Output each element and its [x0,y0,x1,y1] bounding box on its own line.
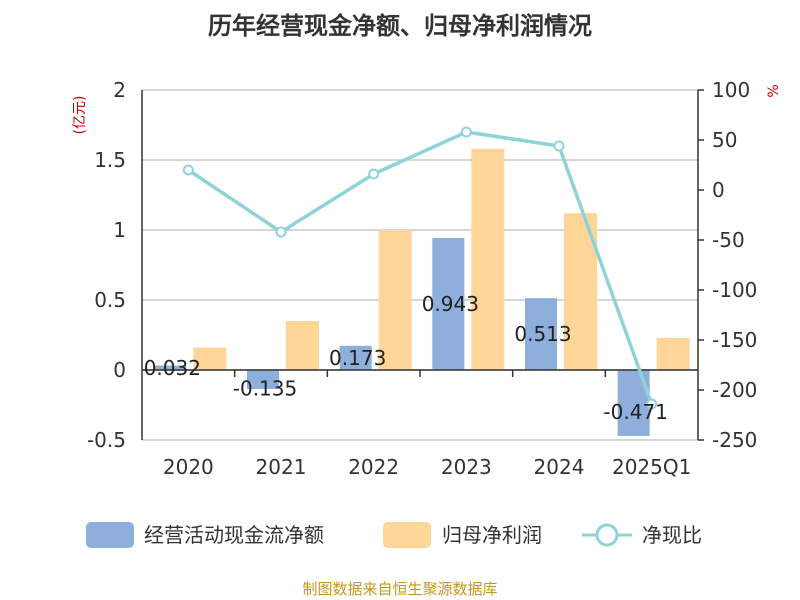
data-label-cashflow: -0.471 [603,400,667,424]
x-tick-label: 2021 [256,455,307,479]
bar-cashflow [525,298,557,370]
bar-profit [378,230,412,370]
legend-label-cashflow: 经营活动现金流净额 [144,523,324,547]
axes: 2 1.5 1 0.5 0 -0.5 100 50 0 -50 -100 -150 -200 -250 20… [87,78,757,479]
x-tick-label: 2024 [534,455,585,479]
bar-cashflow [247,370,279,389]
data-label-cashflow: -0.135 [233,376,297,400]
ratio-line-path [187,130,654,405]
legend-swatch-cashflow [86,522,134,548]
bars [154,148,690,436]
y-right-tick: 50 [712,128,737,152]
y-right-tick: -100 [712,278,757,302]
y-right-tick: -250 [712,428,757,452]
x-tick-label: 2022 [348,455,399,479]
y-right-label: % [766,84,782,97]
bar-profit [286,321,319,370]
chart-title: 历年经营现金净额、归母净利润情况 [208,12,592,40]
y-right-tick: -200 [712,378,757,402]
legend-label-ratio: 净现比 [642,523,702,547]
ratio-point [460,126,472,138]
y-left-tick: -0.5 [87,428,126,452]
y-left-tick: 1.5 [94,148,126,172]
ratio-point [368,168,380,180]
legend: 经营活动现金流净额 归母净利润 净现比 [86,522,702,548]
bar-profit [193,347,227,370]
y-right-tick: -50 [712,228,745,252]
legend-label-profit: 归母净利润 [442,523,542,547]
ratio-line [182,126,658,410]
grid [142,89,698,441]
x-tick-label: 2020 [163,455,214,479]
ratio-point [553,140,565,152]
legend-swatch-profit [383,522,431,548]
y-right-tick: -150 [712,328,757,352]
y-left-tick: 0.5 [94,288,126,312]
data-label-cashflow: 0.513 [514,322,571,346]
y-right-tick: 100 [712,78,750,102]
data-label-cashflow: 0.943 [422,292,479,316]
bar-profit [471,148,505,370]
legend-marker-ratio [595,523,619,547]
ratio-point [275,226,287,238]
bar-cashflow [154,365,187,370]
y-left-tick: 1 [113,218,126,242]
y-left-label: (亿元) [72,96,88,135]
ratio-point [182,164,194,176]
x-tick-label: 2023 [441,455,492,479]
data-labels: 0.032 -0.135 0.173 0.943 0.513 -0.471 [144,292,668,424]
y-left-tick: 2 [113,78,126,102]
data-label-cashflow: 0.173 [329,346,386,370]
bar-cashflow [432,237,465,370]
y-left-tick: 0 [113,358,126,382]
bar-profit [656,337,690,370]
source-note: 制图数据来自恒生聚源数据库 [302,580,497,598]
bar-cashflow [339,345,372,370]
data-label-cashflow: 0.032 [144,356,201,380]
y-right-tick: 0 [712,178,725,202]
ratio-point [646,398,658,410]
x-tick-label: 2025Q1 [612,455,691,479]
